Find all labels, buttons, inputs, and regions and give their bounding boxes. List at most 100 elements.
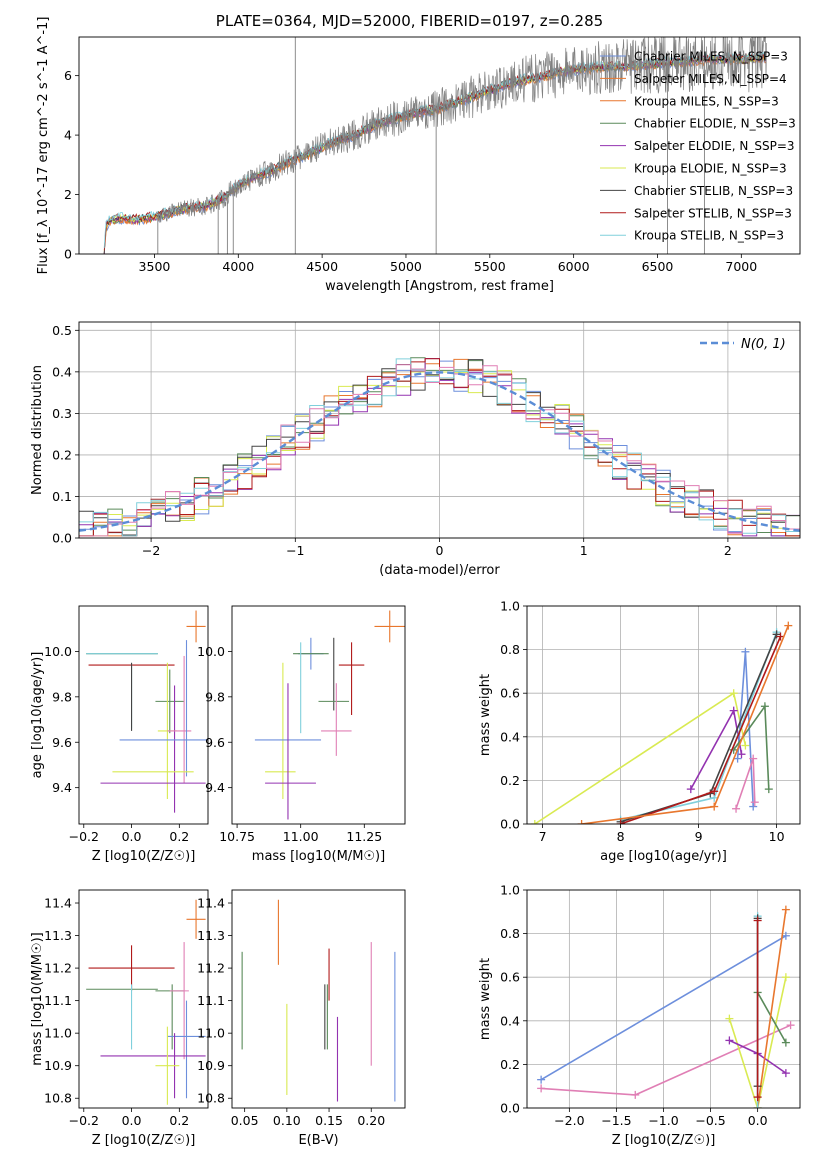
chart-age_vs_Z: −0.2 0.0 0.2 9.4 9.6 9.8 10.0 Z [log10(Z/Z☉)] ag…	[30, 605, 209, 864]
axes-frame	[78, 889, 209, 1109]
axes-frame	[78, 321, 801, 539]
y-tick-label: 11.1	[44, 993, 72, 1008]
y-tick-label: 10.8	[44, 1091, 72, 1106]
x-tick-label: 0.2	[169, 1113, 189, 1128]
x-tick-label: 4500	[306, 259, 338, 274]
y-tick-label: 2	[64, 187, 72, 202]
x-tick-label: −1	[286, 543, 304, 558]
x-tick-label: 6000	[558, 259, 590, 274]
x-tick-label: 0.10	[273, 1113, 301, 1128]
legend-label: Kroupa ELODIE, N_SSP=3	[634, 162, 787, 176]
legend-label: Chabrier STELIB, N_SSP=3	[634, 184, 793, 198]
weight-marker	[741, 647, 750, 656]
y-tick-label: 0.2	[500, 773, 520, 788]
y-tick-label: 0.1	[52, 489, 72, 504]
legend: Chabrier MILES, N_SSP=3 Salpeter MILES, N…	[600, 50, 796, 243]
legend-label: Chabrier ELODIE, N_SSP=3	[634, 117, 796, 131]
weight-marker	[753, 1104, 762, 1108]
y-tick-label: 11.3	[44, 928, 72, 943]
model-line	[103, 56, 767, 254]
weight-marker	[786, 1021, 795, 1030]
axes-frame	[526, 889, 801, 1109]
weight-marker	[732, 804, 741, 813]
weight-marker	[781, 905, 790, 914]
data-point	[374, 610, 405, 643]
y-tick-label: 11.4	[44, 896, 72, 911]
y-tick-label: 11.0	[44, 1026, 72, 1041]
plot-area	[254, 610, 405, 820]
x-tick-label: 0.0	[122, 1113, 142, 1128]
y-tick-label: 9.4	[52, 780, 72, 795]
weight-series-line	[756, 909, 787, 1108]
weight-marker	[729, 706, 738, 715]
weight-marker	[781, 1038, 790, 1047]
y-tick-label: 4	[64, 128, 72, 143]
legend: N(0, 1)	[700, 337, 786, 352]
y-tick-label: 0.6	[500, 970, 520, 985]
y-tick-label: 9.8	[52, 689, 72, 704]
weight-marker	[733, 754, 742, 763]
y-tick-label: 0.8	[500, 926, 520, 941]
weight-marker	[537, 1075, 546, 1084]
legend-label: N(0, 1)	[741, 337, 786, 352]
data-point	[155, 669, 185, 734]
x-axis-label: Z [log10(Z/Z☉)]	[92, 849, 196, 864]
y-tick-label: 10.8	[197, 1091, 225, 1106]
y-tick-label: 9.4	[205, 780, 225, 795]
x-tick-label: −0.5	[695, 1113, 725, 1128]
weight-series-line	[540, 935, 787, 1081]
x-tick-label: 3500	[139, 259, 171, 274]
y-tick-label: 0.0	[500, 1101, 520, 1116]
x-tick-label: 1	[580, 543, 588, 558]
weight-marker	[537, 1084, 546, 1093]
y-tick-label: 0.4	[500, 1013, 520, 1028]
histogram-series	[79, 364, 800, 538]
y-tick-label: 0.4	[500, 729, 520, 744]
plot-area	[530, 621, 793, 824]
x-tick-label: 11.00	[283, 829, 319, 844]
weight-series-line	[620, 636, 782, 824]
y-axis-label: mass weight	[478, 958, 493, 1040]
x-tick-label: 8	[617, 829, 625, 844]
y-tick-label: 0.8	[500, 642, 520, 657]
legend-label: Kroupa STELIB, N_SSP=3	[634, 229, 784, 243]
y-tick-label: 10.9	[197, 1058, 225, 1073]
axes-frame	[78, 36, 801, 255]
x-axis-label: age [log10(age/yr)]	[600, 849, 727, 864]
y-axis-label: Normed distribution	[30, 365, 45, 495]
y-tick-label: 0.0	[52, 531, 72, 546]
weight-marker	[749, 754, 758, 763]
weight-marker	[686, 785, 695, 794]
weight-marker	[753, 1093, 762, 1102]
weight-series-line	[728, 977, 787, 1108]
legend-label: Salpeter MILES, N_SSP=4	[634, 72, 787, 86]
y-axis-label: Flux [f_λ 10^-17 erg cm^-2 s^-1 A^-1]	[36, 17, 51, 275]
y-tick-label: 1.0	[500, 599, 520, 614]
x-tick-label: 10	[769, 829, 785, 844]
weight-marker	[577, 820, 586, 824]
chart-mass_weight_vs_age: 7 8 9 10 0.0 0.2 0.4 0.6 0.8 1.0 age [log10(age/yr…	[478, 599, 801, 864]
y-tick-label: 0.3	[52, 406, 72, 421]
weight-marker	[760, 702, 769, 711]
weight-marker	[764, 785, 773, 794]
plot-area	[241, 899, 396, 1102]
x-tick-label: −2	[142, 543, 160, 558]
data-point	[155, 1026, 180, 1105]
y-tick-label: 0.2	[500, 1057, 520, 1072]
legend-label: Salpeter STELIB, N_SSP=3	[634, 206, 792, 220]
weight-marker	[729, 689, 738, 698]
weight-series-line	[541, 1024, 791, 1096]
weight-marker	[781, 931, 790, 940]
y-tick-label: 0.2	[52, 447, 72, 462]
x-tick-label: 0.0	[748, 1113, 768, 1128]
y-tick-label: 11.2	[197, 961, 225, 976]
x-tick-label: 0.20	[357, 1113, 385, 1128]
weight-marker	[753, 916, 762, 925]
weight-marker	[616, 820, 625, 824]
x-axis-label: Z [log10(Z/Z☉)]	[612, 1133, 716, 1148]
x-tick-label: 11.25	[346, 829, 382, 844]
weight-marker	[530, 820, 539, 824]
histogram-series	[79, 358, 800, 538]
x-tick-label: 7	[539, 829, 547, 844]
x-tick-label: 5500	[474, 259, 506, 274]
